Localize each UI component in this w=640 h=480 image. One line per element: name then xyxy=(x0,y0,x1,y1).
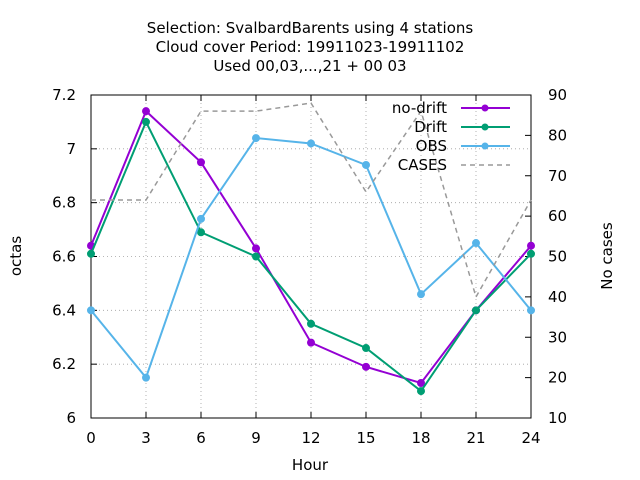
data-point-no-drift xyxy=(417,379,425,388)
y-tick-label: 6.8 xyxy=(52,194,76,212)
x-tick-label: 18 xyxy=(411,429,430,447)
data-point-drift xyxy=(87,249,95,258)
title-line: Used 00,03,...,21 + 00 03 xyxy=(213,57,406,75)
data-point-no-drift xyxy=(362,362,370,371)
y-tick-label: 6.2 xyxy=(52,355,76,373)
grid xyxy=(91,95,531,418)
series-line-cases xyxy=(91,102,532,299)
data-point-drift xyxy=(307,319,315,328)
legend-label: no-drift xyxy=(392,99,447,117)
data-point-no-drift xyxy=(197,158,205,167)
legend-label: OBS xyxy=(416,137,447,155)
data-point-drift xyxy=(417,387,425,396)
legend-marker xyxy=(481,123,489,131)
series xyxy=(87,102,535,396)
title-line: Selection: SvalbardBarents using 4 stati… xyxy=(147,19,474,37)
data-point-drift xyxy=(197,228,205,237)
data-point-obs xyxy=(472,239,480,248)
y-tick-label: 6 xyxy=(66,409,76,427)
data-point-obs xyxy=(87,306,95,315)
x-tick-label: 3 xyxy=(141,429,151,447)
x-tick-label: 6 xyxy=(196,429,206,447)
data-point-drift xyxy=(472,306,480,315)
data-point-obs xyxy=(417,290,425,299)
x-tick-label: 0 xyxy=(86,429,96,447)
data-point-obs xyxy=(197,214,205,223)
x-tick-label: 12 xyxy=(301,429,320,447)
x-tick-label: 24 xyxy=(521,429,540,447)
data-point-no-drift xyxy=(142,107,150,116)
legend-label: CASES xyxy=(398,156,447,174)
y-axis-label: octas xyxy=(7,236,25,276)
title-line: Cloud cover Period: 19911023-19911102 xyxy=(156,38,465,56)
data-point-drift xyxy=(362,344,370,353)
data-point-drift xyxy=(252,252,260,261)
y2-axis-label: No cases xyxy=(598,222,616,290)
y2-tick-label: 60 xyxy=(548,207,567,225)
data-point-obs xyxy=(362,160,370,169)
y2-tick-label: 30 xyxy=(548,328,567,346)
y-tick-label: 7.2 xyxy=(52,86,76,104)
legend-marker xyxy=(481,142,489,150)
x-tick-label: 21 xyxy=(466,429,485,447)
data-point-drift xyxy=(527,249,535,258)
data-point-no-drift xyxy=(252,244,260,253)
y-tick-label: 7 xyxy=(66,140,76,158)
data-point-obs xyxy=(527,306,535,315)
y2-tick-label: 10 xyxy=(548,409,567,427)
data-point-no-drift xyxy=(307,338,315,347)
legend-label: Drift xyxy=(414,118,447,136)
y2-tick-label: 50 xyxy=(548,248,567,266)
ticks: 0 3 6 9 12 15 18 21 24 6 6.2 6.4 6.6 6.8 7 7.2 10 20 30 40 5… xyxy=(52,86,567,447)
y2-tick-label: 80 xyxy=(548,126,567,144)
y-tick-label: 6.6 xyxy=(52,248,76,266)
data-point-no-drift xyxy=(527,241,535,250)
data-point-obs xyxy=(307,139,315,148)
chart-title: Selection: SvalbardBarents using 4 stati… xyxy=(147,19,474,75)
y2-tick-label: 70 xyxy=(548,167,567,185)
x-tick-label: 15 xyxy=(356,429,375,447)
x-tick-label: 9 xyxy=(251,429,261,447)
y2-tick-label: 20 xyxy=(548,369,567,387)
data-point-obs xyxy=(252,134,260,143)
y-tick-label: 6.4 xyxy=(52,301,76,319)
data-point-obs xyxy=(142,373,150,382)
y2-tick-label: 90 xyxy=(548,86,567,104)
y2-tick-label: 40 xyxy=(548,288,567,306)
data-point-drift xyxy=(142,117,150,126)
x-axis-label: Hour xyxy=(292,456,329,474)
legend-marker xyxy=(481,104,489,112)
